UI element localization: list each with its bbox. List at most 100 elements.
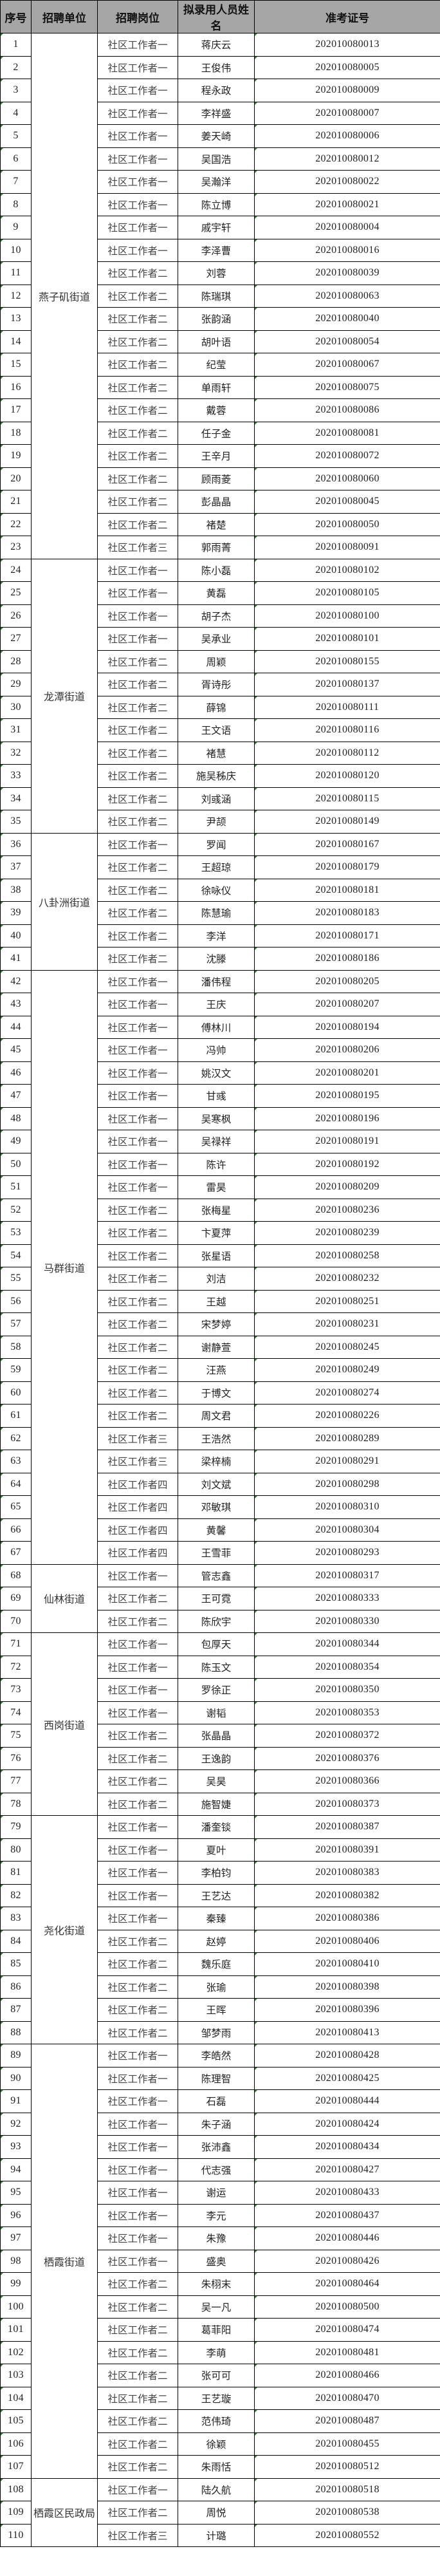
seq-cell: 50 [0, 1152, 32, 1176]
exam-id-cell: 202010080060 [254, 467, 440, 490]
name-cell: 雷昊 [178, 1175, 255, 1199]
table-row: 104 社区工作者二 王艺璇 202010080470 [0, 2386, 440, 2410]
name-cell: 朱栩末 [178, 2272, 255, 2296]
exam-id-cell: 202010080054 [254, 330, 440, 353]
table-row: 58 社区工作者二 谢静萱 202010080245 [0, 1335, 440, 1359]
exam-id-cell: 202010080398 [254, 1975, 440, 1999]
position-cell: 社区工作者二 [97, 741, 178, 765]
name-cell: 李皓然 [178, 2044, 255, 2067]
header-exam-id: 准考证号 [254, 0, 440, 33]
exam-id-cell: 202010080101 [254, 627, 440, 651]
position-cell: 社区工作者一 [97, 2203, 178, 2227]
position-cell: 社区工作者一 [97, 2066, 178, 2090]
exam-id-cell: 202010080120 [254, 764, 440, 788]
exam-id-cell: 202010080072 [254, 444, 440, 468]
seq-cell: 13 [0, 307, 32, 331]
name-cell: 单雨轩 [178, 375, 255, 399]
position-cell: 社区工作者一 [97, 170, 178, 194]
exam-id-cell: 202010080231 [254, 1312, 440, 1336]
seq-cell: 14 [0, 330, 32, 353]
position-cell: 社区工作者一 [97, 1038, 178, 1062]
table-row: 88 社区工作者二 邹梦雨 202010080413 [0, 2021, 440, 2044]
exam-id-cell: 202010080274 [254, 1381, 440, 1405]
seq-cell: 4 [0, 101, 32, 125]
name-cell: 计璐 [178, 2523, 255, 2547]
unit-cell: 栖霞街道 [31, 2044, 98, 2479]
name-cell: 潘奎锬 [178, 1815, 255, 1839]
exam-id-cell: 202010080192 [254, 1152, 440, 1176]
exam-id-cell: 202010080427 [254, 2158, 440, 2181]
position-cell: 社区工作者三 [97, 2523, 178, 2547]
position-cell: 社区工作者一 [97, 1084, 178, 1108]
seq-cell: 27 [0, 627, 32, 651]
position-cell: 社区工作者二 [97, 2386, 178, 2410]
name-cell: 张梅星 [178, 1198, 255, 1222]
position-cell: 社区工作者二 [97, 810, 178, 834]
table-row: 100 社区工作者二 吴一凡 202010080500 [0, 2295, 440, 2319]
name-cell: 李祥盛 [178, 101, 255, 125]
exam-id-cell: 202010080013 [254, 33, 440, 57]
seq-cell: 75 [0, 1724, 32, 1748]
exam-id-cell: 202010080354 [254, 1655, 440, 1679]
position-cell: 社区工作者一 [97, 993, 178, 1016]
table-row: 40 社区工作者二 李洋 202010080171 [0, 924, 440, 947]
exam-id-cell: 202010080137 [254, 673, 440, 696]
table-row: 98 社区工作者一 盛奥 202010080426 [0, 2249, 440, 2273]
position-cell: 社区工作者一 [97, 1883, 178, 1907]
header-seq: 序号 [0, 0, 32, 33]
seq-cell: 45 [0, 1038, 32, 1062]
seq-cell: 81 [0, 1861, 32, 1885]
name-cell: 姚汉文 [178, 1061, 255, 1085]
position-cell: 社区工作者一 [97, 33, 178, 57]
exam-id-cell: 202010080373 [254, 1792, 440, 1816]
seq-cell: 7 [0, 170, 32, 194]
position-cell: 社区工作者一 [97, 238, 178, 262]
exam-id-cell: 202010080474 [254, 2318, 440, 2342]
name-cell: 刘文斌 [178, 1472, 255, 1496]
table-row: 32 社区工作者二 褚慧 202010080112 [0, 741, 440, 765]
name-cell: 李洋 [178, 924, 255, 947]
header-name: 拟录用人员姓名 [178, 0, 255, 33]
position-cell: 社区工作者一 [97, 147, 178, 171]
exam-id-cell: 202010080009 [254, 79, 440, 102]
exam-id-cell: 202010080382 [254, 1883, 440, 1907]
position-cell: 社区工作者二 [97, 2272, 178, 2296]
name-cell: 吴国浩 [178, 147, 255, 171]
unit-cell: 燕子矶街道 [31, 33, 98, 559]
seq-cell: 25 [0, 581, 32, 605]
name-cell: 纪莹 [178, 353, 255, 377]
name-cell: 管志鑫 [178, 1563, 255, 1587]
position-cell: 社区工作者一 [97, 1130, 178, 1153]
position-cell: 社区工作者二 [97, 2455, 178, 2479]
position-cell: 社区工作者一 [97, 832, 178, 856]
exam-id-cell: 202010080387 [254, 1815, 440, 1839]
exam-id-cell: 202010080183 [254, 901, 440, 925]
exam-id-cell: 202010080317 [254, 1563, 440, 1587]
table-row: 55 社区工作者二 刘洁 202010080232 [0, 1267, 440, 1291]
name-cell: 陈欣宇 [178, 1609, 255, 1633]
table-row: 48 社区工作者一 吴寒枫 202010080196 [0, 1106, 440, 1130]
position-cell: 社区工作者二 [97, 421, 178, 445]
position-cell: 社区工作者二 [97, 1609, 178, 1633]
table-row: 63 社区工作者三 梁梓楠 202010080291 [0, 1450, 440, 1473]
exam-id-cell: 202010080115 [254, 787, 440, 810]
seq-cell: 32 [0, 741, 32, 765]
seq-cell: 87 [0, 1998, 32, 2022]
seq-cell: 48 [0, 1106, 32, 1130]
seq-cell: 109 [0, 2501, 32, 2525]
seq-cell: 58 [0, 1335, 32, 1359]
name-cell: 陆久航 [178, 2478, 255, 2501]
name-cell: 王可霓 [178, 1587, 255, 1610]
exam-id-cell: 202010080209 [254, 1175, 440, 1199]
seq-cell: 44 [0, 1015, 32, 1039]
seq-cell: 18 [0, 421, 32, 445]
table-row: 110 社区工作者三 计璐 202010080552 [0, 2523, 440, 2547]
unit-cell: 马群街道 [31, 969, 98, 1565]
position-cell: 社区工作者二 [97, 695, 178, 719]
exam-id-cell: 202010080413 [254, 2021, 440, 2044]
exam-id-cell: 202010080236 [254, 1198, 440, 1222]
exam-id-cell: 202010080016 [254, 238, 440, 262]
seq-cell: 83 [0, 1907, 32, 1930]
exam-id-cell: 202010080239 [254, 1221, 440, 1245]
name-cell: 葛菲阳 [178, 2318, 255, 2342]
